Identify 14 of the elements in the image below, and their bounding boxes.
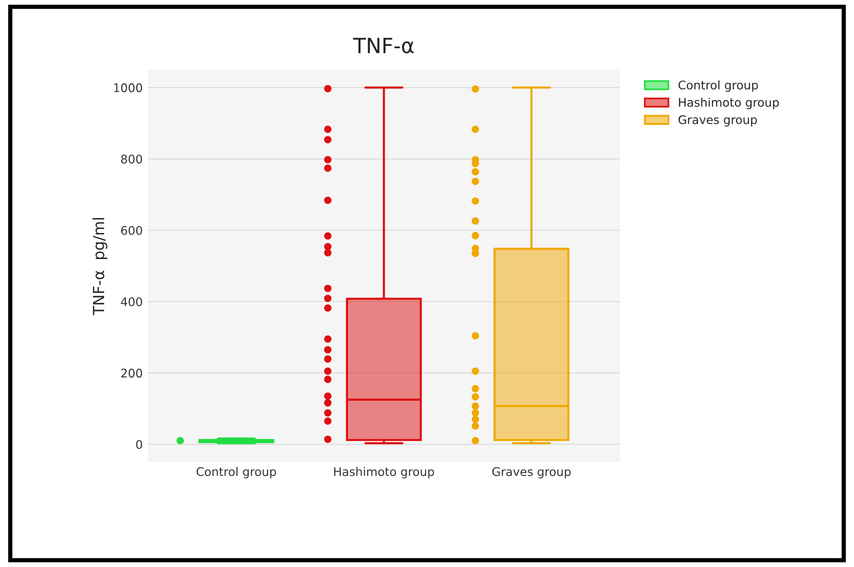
legend-label: Control group — [678, 80, 758, 92]
y-tick-label: 200 — [121, 368, 142, 378]
y-tick-label: 400 — [120, 297, 142, 306]
legend-label: Graves group — [678, 115, 757, 126]
chart-title: TNF-α — [353, 38, 414, 54]
y-tick-label: 600 — [121, 226, 142, 235]
y-axis-title: TNF-α pg/ml — [92, 218, 108, 316]
x-tick-label: Hashimoto group — [334, 466, 434, 478]
x-tick-label: Control group — [196, 466, 276, 478]
y-tick-label: 1000 — [114, 83, 142, 92]
y-tick-label: 800 — [121, 154, 142, 164]
y-tick-label: 0 — [136, 440, 142, 449]
legend-label: Hashimoto group — [679, 98, 779, 110]
x-tick-label: Graves group — [492, 467, 571, 478]
